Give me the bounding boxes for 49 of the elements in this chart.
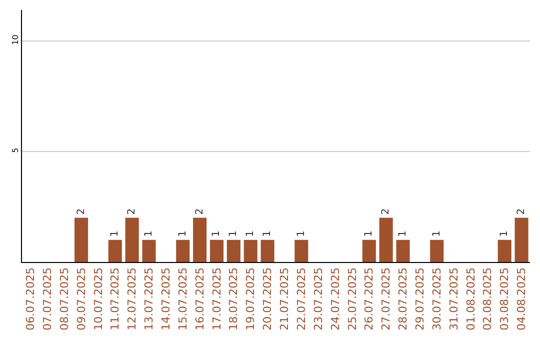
x-tick-label: 04.08.2025: [515, 267, 528, 330]
x-tick-label: 28.07.2025: [396, 267, 410, 330]
data-label: 2: [194, 208, 206, 215]
x-tick-label: 20.07.2025: [261, 267, 274, 330]
data-label: 1: [296, 230, 307, 237]
x-tick-label: 26.07.2025: [362, 267, 376, 330]
x-tick-label: 22.07.2025: [294, 267, 308, 330]
x-tick-label: 25.07.2025: [346, 267, 359, 330]
data-label: 1: [398, 230, 408, 237]
data-label: 1: [245, 230, 256, 237]
x-tick-label: 16.07.2025: [193, 267, 206, 330]
x-tick-label: 31.07.2025: [447, 267, 460, 330]
data-label: 1: [262, 230, 274, 237]
x-tick-label: 10.07.2025: [92, 267, 105, 330]
x-tick-label: 19.07.2025: [244, 267, 258, 330]
x-tick-label: 06.07.2025: [24, 267, 38, 330]
data-label: 2: [516, 208, 528, 215]
x-tick-label: 15.07.2025: [176, 267, 190, 330]
x-tick-label: 27.07.2025: [380, 267, 393, 330]
data-label: 1: [177, 230, 188, 237]
x-tick-label: 01.08.2025: [464, 267, 478, 330]
x-tick-label: 07.07.2025: [40, 267, 54, 330]
data-label: 2: [126, 208, 138, 215]
y-tick-label: 5: [10, 148, 20, 153]
x-tick-label: 02.08.2025: [481, 267, 494, 330]
x-tick-label: 11.07.2025: [108, 267, 122, 330]
x-tick-label: 12.07.2025: [126, 267, 139, 330]
data-label: 1: [110, 230, 121, 237]
x-tick-label: 09.07.2025: [74, 267, 88, 330]
data-label: 1: [499, 230, 510, 237]
data-label: 1: [144, 230, 154, 237]
x-tick-label: 18.07.2025: [227, 267, 240, 330]
x-tick-label: 30.07.2025: [430, 267, 444, 330]
x-tick-label: 17.07.2025: [210, 267, 224, 330]
x-tick-label: 03.08.2025: [498, 267, 512, 330]
x-tick-label: 21.07.2025: [278, 267, 292, 330]
x-tick-label: 24.07.2025: [328, 267, 342, 330]
data-label: 2: [380, 208, 392, 215]
x-tick-label: 13.07.2025: [142, 267, 156, 330]
data-label: 1: [228, 230, 240, 237]
data-label: 1: [364, 230, 375, 237]
data-label: 1: [431, 230, 442, 237]
x-tick-label: 29.07.2025: [414, 267, 427, 330]
x-tick-label: 14.07.2025: [160, 267, 173, 330]
data-label: 1: [211, 230, 222, 237]
y-tick-label: 10: [10, 34, 20, 45]
x-tick-label: 08.07.2025: [58, 267, 71, 330]
data-label: 2: [76, 208, 87, 215]
x-tick-label: 23.07.2025: [312, 267, 325, 330]
